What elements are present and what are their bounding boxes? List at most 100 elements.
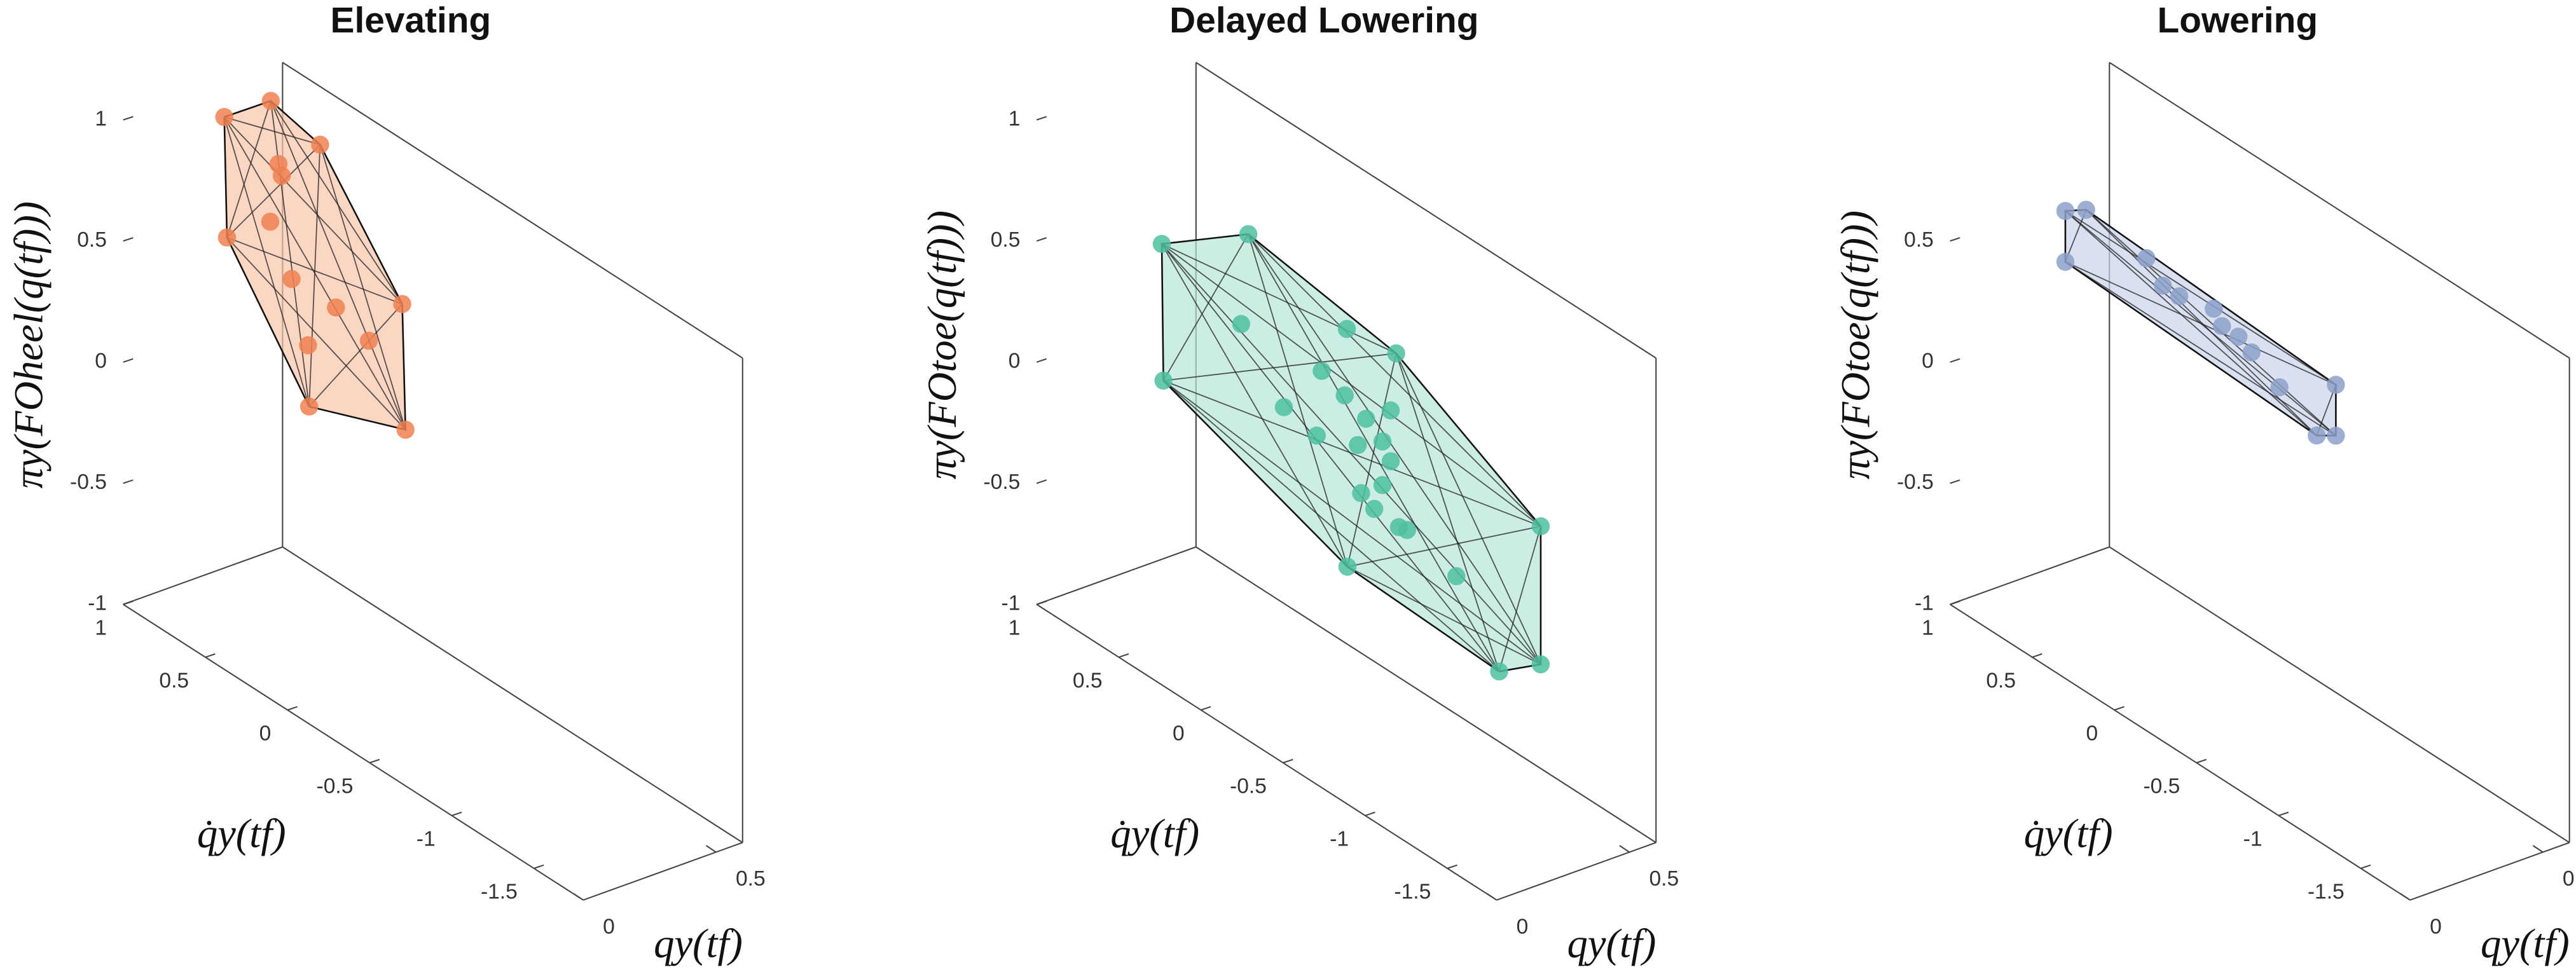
hull-edge bbox=[1161, 243, 1541, 665]
axis-box bbox=[2109, 546, 2570, 844]
z-tick-label: -1 bbox=[1915, 592, 1934, 615]
point bbox=[2154, 277, 2172, 295]
point bbox=[393, 295, 411, 313]
z-tick-label: 0.5 bbox=[991, 228, 1021, 252]
y-tick bbox=[2278, 811, 2289, 816]
y-tick-label: -1 bbox=[1330, 828, 1349, 851]
x-tick-label: 0.5 bbox=[736, 867, 766, 891]
hull-edge bbox=[2086, 209, 2317, 436]
z-tick-label: 1 bbox=[1009, 107, 1021, 131]
z-tick bbox=[1950, 237, 1960, 242]
axis-box bbox=[1950, 603, 2411, 901]
y-tick bbox=[123, 600, 134, 605]
point bbox=[2213, 317, 2231, 336]
hull-edge bbox=[226, 236, 403, 305]
point bbox=[2205, 299, 2223, 318]
z-tick-label: -1 bbox=[1002, 592, 1021, 615]
point bbox=[217, 228, 237, 247]
point bbox=[1352, 484, 1370, 502]
x-tick-label: 0 bbox=[1517, 915, 1529, 939]
y-tick bbox=[2114, 706, 2125, 711]
z-tick bbox=[123, 358, 134, 363]
y-tick-label: 1 bbox=[95, 616, 107, 640]
y-tick bbox=[287, 706, 298, 711]
hull-wireframe bbox=[2065, 209, 2337, 437]
hull-edge bbox=[2065, 210, 2336, 386]
hull-edge bbox=[1162, 233, 1249, 381]
hull-edge bbox=[223, 116, 310, 407]
point bbox=[1307, 426, 1326, 445]
point bbox=[1447, 567, 1466, 585]
z-tick-label: -1 bbox=[88, 592, 107, 615]
y-axis-label: q̇y(tf) bbox=[1110, 810, 1199, 856]
y-tick-label: -1 bbox=[2243, 828, 2263, 851]
point bbox=[1490, 662, 1508, 681]
point bbox=[2137, 249, 2156, 268]
hull-edge bbox=[223, 116, 403, 305]
hull-edge bbox=[2065, 210, 2317, 436]
x-tick-label: 0 bbox=[2430, 915, 2442, 939]
point bbox=[1312, 362, 1331, 380]
point bbox=[2308, 426, 2326, 445]
y-axis-label: q̇y(tf) bbox=[2024, 810, 2113, 856]
z-tick bbox=[1036, 479, 1047, 484]
point bbox=[1373, 476, 1392, 495]
y-tick bbox=[1036, 600, 1047, 605]
y-tick bbox=[1365, 811, 1375, 816]
z-tick-label: 0 bbox=[1009, 350, 1021, 373]
point bbox=[1531, 517, 1550, 535]
axis-box bbox=[2409, 842, 2570, 901]
axis-box bbox=[1036, 546, 1197, 605]
axis-box bbox=[1195, 546, 1656, 844]
y-tick-label: -0.5 bbox=[317, 775, 354, 798]
y-tick bbox=[2032, 653, 2042, 658]
point bbox=[2327, 376, 2345, 394]
axis-box bbox=[1950, 546, 2110, 605]
axis-box bbox=[123, 603, 584, 901]
y-tick bbox=[369, 758, 380, 763]
y-axis-label: q̇y(tf) bbox=[197, 810, 286, 856]
point bbox=[299, 336, 317, 355]
x-tick bbox=[1619, 845, 1630, 853]
z-tick-label: 1 bbox=[95, 107, 107, 131]
axis-box bbox=[582, 842, 743, 901]
x-tick bbox=[705, 845, 717, 853]
z-tick bbox=[1036, 358, 1047, 363]
z-axis-label: πy(FOheel(q(tf))) bbox=[5, 202, 52, 489]
hull-edge bbox=[1395, 353, 1541, 665]
point bbox=[261, 212, 280, 231]
z-tick-label: -0.5 bbox=[1897, 470, 1934, 494]
z-axis-label: πy(FOtoe(q(tf))) bbox=[919, 210, 965, 479]
y-tick bbox=[451, 811, 462, 816]
hull-edge bbox=[1163, 380, 1541, 665]
hull-edge bbox=[1248, 233, 1541, 665]
hull-wireframe bbox=[1161, 233, 1541, 672]
hull-edge bbox=[2065, 261, 2336, 386]
point bbox=[1365, 500, 1384, 518]
point bbox=[1154, 371, 1173, 390]
panel: Delayed Lowering -1 -0.5 0 0.5 1 -1.5 -1 -0.5 0 0.… bbox=[919, 1, 1679, 966]
x-tick bbox=[2532, 845, 2544, 853]
z-tick-label: 0.5 bbox=[77, 228, 107, 252]
hull-edge bbox=[2065, 261, 2336, 437]
point bbox=[2056, 202, 2075, 221]
point bbox=[215, 107, 233, 127]
z-tick-label: 0 bbox=[95, 350, 107, 373]
hull-edge bbox=[1248, 234, 1348, 567]
point bbox=[1381, 401, 1400, 420]
z-tick bbox=[1950, 358, 1960, 363]
z-tick-label: 0.5 bbox=[1904, 228, 1934, 252]
axis-box bbox=[123, 546, 283, 605]
point bbox=[1152, 235, 1171, 253]
point bbox=[311, 135, 329, 154]
z-tick-label: -0.5 bbox=[70, 470, 107, 494]
hull-edge bbox=[308, 144, 321, 407]
point bbox=[2056, 252, 2075, 271]
y-tick-label: -1.5 bbox=[1394, 880, 1431, 904]
z-axis-label: πy(FOtoe(q(tf))) bbox=[1832, 210, 1878, 479]
y-tick bbox=[2360, 864, 2371, 869]
y-tick-label: 0 bbox=[2086, 722, 2098, 745]
x-tick bbox=[2399, 893, 2411, 901]
y-tick-label: -0.5 bbox=[1230, 775, 1267, 798]
